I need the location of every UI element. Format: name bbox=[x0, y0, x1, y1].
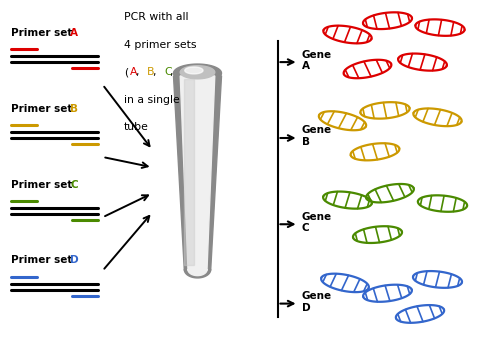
Text: B: B bbox=[70, 104, 78, 114]
Text: Primer set: Primer set bbox=[11, 104, 76, 114]
Text: , &: , & bbox=[170, 67, 189, 77]
Text: C: C bbox=[70, 180, 78, 189]
Text: (: ( bbox=[124, 67, 128, 77]
Polygon shape bbox=[185, 67, 203, 74]
Polygon shape bbox=[174, 64, 222, 82]
Text: ): ) bbox=[199, 67, 203, 77]
Text: Gene
A: Gene A bbox=[302, 50, 332, 71]
Text: ,: , bbox=[153, 67, 160, 77]
Text: Gene
C: Gene C bbox=[302, 212, 332, 233]
Text: in a single: in a single bbox=[124, 95, 180, 105]
Text: Primer set: Primer set bbox=[11, 256, 76, 265]
Text: PCR with all: PCR with all bbox=[124, 12, 188, 22]
Text: Gene
D: Gene D bbox=[302, 291, 332, 313]
Text: Gene
B: Gene B bbox=[302, 126, 332, 147]
Text: C: C bbox=[164, 67, 172, 77]
Text: Primer set: Primer set bbox=[11, 28, 76, 38]
Text: tube: tube bbox=[124, 122, 149, 132]
Text: A: A bbox=[130, 67, 137, 77]
Polygon shape bbox=[174, 76, 222, 278]
Polygon shape bbox=[180, 76, 215, 276]
Polygon shape bbox=[184, 79, 194, 265]
Polygon shape bbox=[180, 66, 215, 79]
Text: A: A bbox=[70, 28, 78, 38]
Text: Primer set: Primer set bbox=[11, 180, 76, 189]
Text: D: D bbox=[70, 256, 79, 265]
Text: ,: , bbox=[136, 67, 142, 77]
Text: 4 primer sets: 4 primer sets bbox=[124, 40, 196, 50]
Text: B: B bbox=[147, 67, 154, 77]
Text: D: D bbox=[193, 67, 202, 77]
